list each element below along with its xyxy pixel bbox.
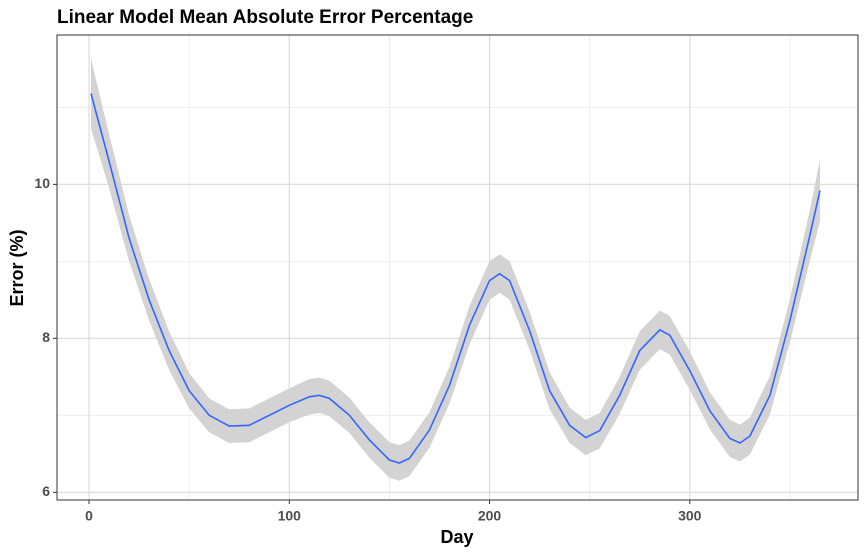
x-tick-label: 300 bbox=[678, 508, 702, 524]
y-tick-label: 8 bbox=[42, 329, 50, 345]
y-tick-label: 10 bbox=[34, 175, 50, 191]
x-axis-label: Day bbox=[440, 527, 473, 547]
x-tick-label: 100 bbox=[278, 508, 302, 524]
chart-title: Linear Model Mean Absolute Error Percent… bbox=[57, 7, 473, 28]
panel-border bbox=[56, 34, 859, 501]
y-tick-label: 6 bbox=[42, 483, 50, 499]
y-axis-label: Error (%) bbox=[7, 229, 27, 306]
x-tick-label: 200 bbox=[478, 508, 502, 524]
trend-line bbox=[90, 93, 821, 464]
x-tick-label: 0 bbox=[85, 508, 93, 524]
